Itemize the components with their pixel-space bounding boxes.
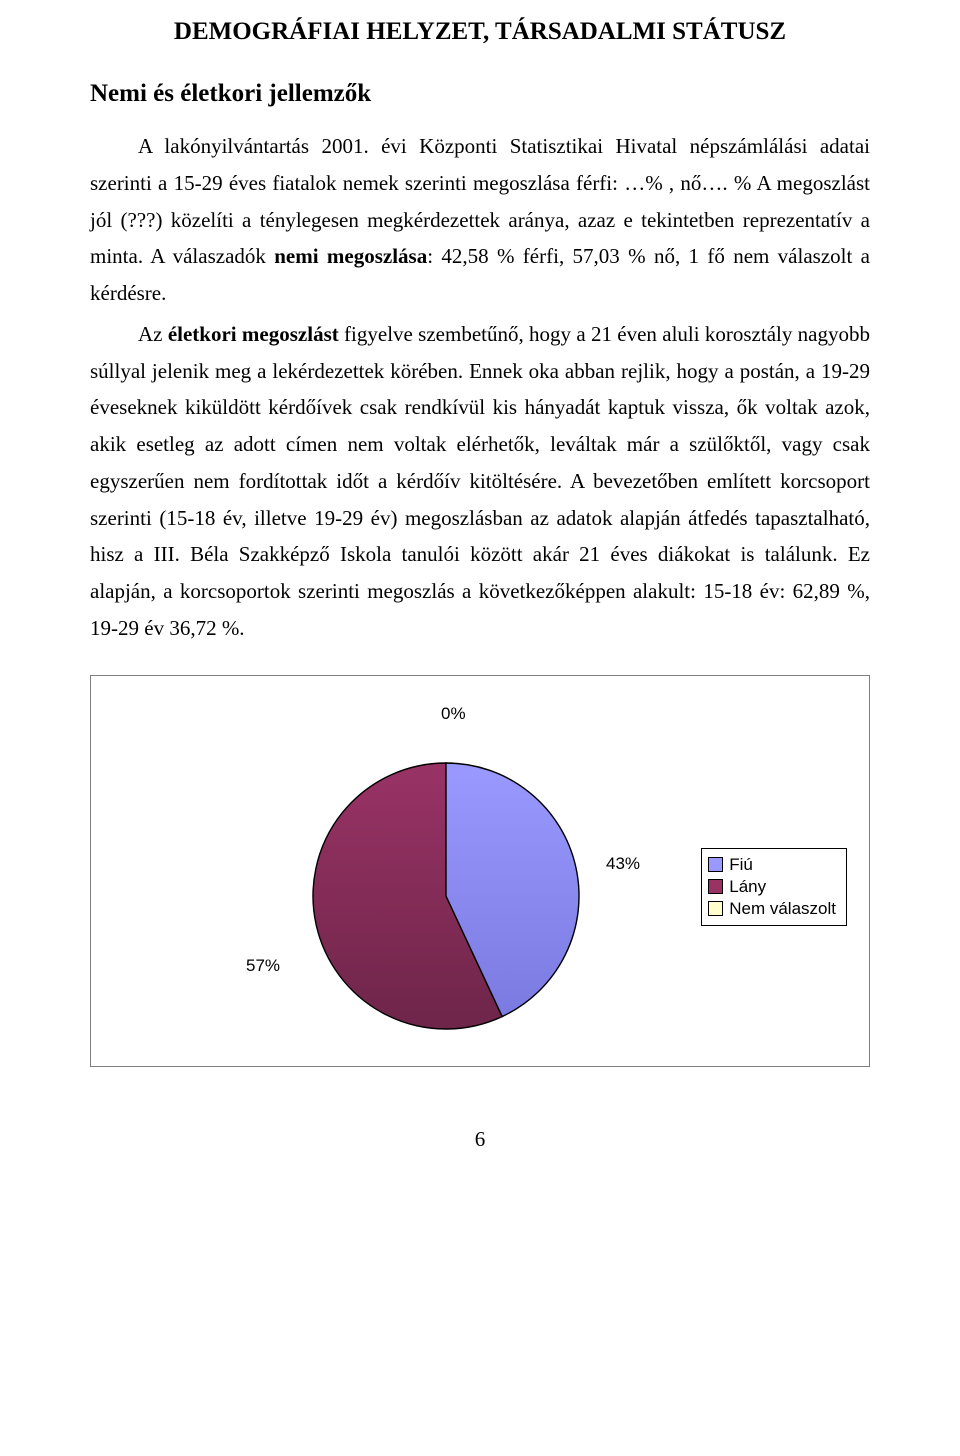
- pie-chart: [306, 756, 586, 1036]
- pie-chart-container: 0% 43% 57%: [90, 675, 870, 1067]
- legend-item-lany: Lány: [708, 877, 836, 897]
- section-heading: Nemi és életkori jellemzők: [90, 80, 870, 108]
- legend-item-fiu: Fiú: [708, 855, 836, 875]
- paragraph-2: Az életkori megoszlást figyelve szembetű…: [90, 316, 870, 647]
- p2-bold: életkori megoszlást: [168, 322, 339, 346]
- legend-item-none: Nem válaszolt: [708, 899, 836, 919]
- pie-label-lany: 57%: [246, 956, 280, 976]
- legend-label-none: Nem válaszolt: [729, 899, 836, 919]
- legend-label-fiu: Fiú: [729, 855, 753, 875]
- paragraph-1: A lakónyilvántartás 2001. évi Központi S…: [90, 128, 870, 312]
- pie-legend: Fiú Lány Nem válaszolt: [701, 848, 847, 926]
- legend-swatch-lany: [708, 879, 723, 894]
- p2-text-b: figyelve szembetűnő, hogy a 21 éven alul…: [90, 322, 870, 640]
- legend-label-lany: Lány: [729, 877, 766, 897]
- page-title: DEMOGRÁFIAI HELYZET, TÁRSADALMI STÁTUSZ: [90, 18, 870, 46]
- pie-svg: [306, 756, 586, 1036]
- p2-text-a: Az: [138, 322, 168, 346]
- p1-bold: nemi megoszlása: [274, 244, 427, 268]
- document-page: DEMOGRÁFIAI HELYZET, TÁRSADALMI STÁTUSZ …: [0, 0, 960, 1152]
- page-number: 6: [90, 1127, 870, 1152]
- pie-label-fiu: 43%: [606, 854, 640, 874]
- legend-swatch-fiu: [708, 857, 723, 872]
- legend-swatch-none: [708, 901, 723, 916]
- pie-label-none: 0%: [441, 704, 466, 724]
